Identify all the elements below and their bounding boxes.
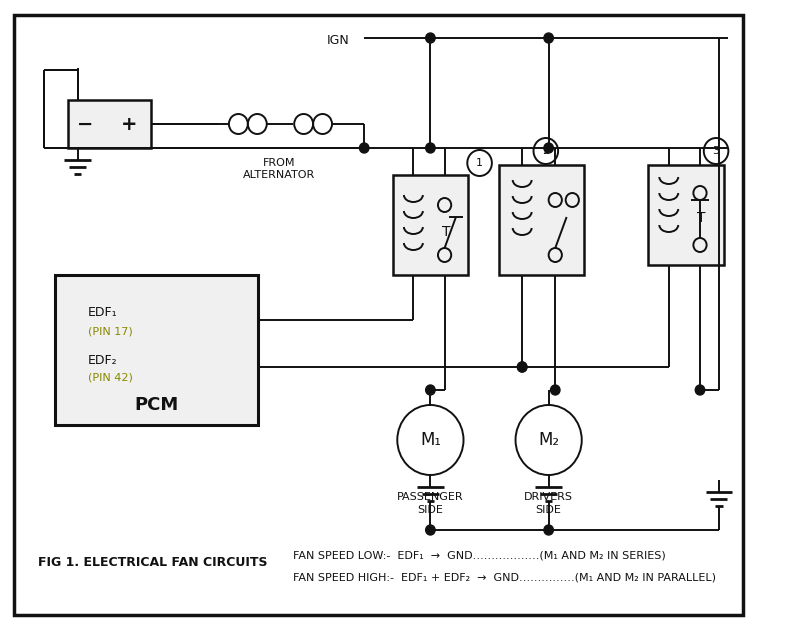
Text: DRIVERS: DRIVERS xyxy=(524,492,573,502)
Bar xyxy=(68,100,151,148)
Text: FIG 1. ELECTRICAL FAN CIRCUITS: FIG 1. ELECTRICAL FAN CIRCUITS xyxy=(38,555,267,569)
Text: FROM
ALTERNATOR: FROM ALTERNATOR xyxy=(243,158,315,180)
Text: 2: 2 xyxy=(542,146,550,156)
Circle shape xyxy=(518,362,527,372)
Text: (PIN 42): (PIN 42) xyxy=(88,373,133,383)
Text: EDF₁: EDF₁ xyxy=(88,307,118,319)
Text: FAN SPEED HIGH:-  EDF₁ + EDF₂  →  GND……………(M₁ AND M₂ IN PARALLEL): FAN SPEED HIGH:- EDF₁ + EDF₂ → GND……………(… xyxy=(294,573,716,583)
Circle shape xyxy=(550,385,560,395)
Text: 3: 3 xyxy=(713,146,719,156)
Text: M₁: M₁ xyxy=(420,431,441,449)
Circle shape xyxy=(426,385,435,395)
Text: T: T xyxy=(442,225,450,239)
Text: EDF₂: EDF₂ xyxy=(88,353,118,367)
Bar xyxy=(55,275,258,425)
Text: 1: 1 xyxy=(476,158,483,168)
Circle shape xyxy=(426,33,435,43)
Bar xyxy=(498,165,584,275)
Text: T: T xyxy=(697,211,705,225)
Circle shape xyxy=(695,385,705,395)
Circle shape xyxy=(426,525,435,535)
Circle shape xyxy=(544,525,554,535)
Bar xyxy=(393,175,468,275)
Circle shape xyxy=(518,362,527,372)
Text: −: − xyxy=(77,114,94,134)
Circle shape xyxy=(426,143,435,153)
Text: PCM: PCM xyxy=(134,396,178,414)
Text: +: + xyxy=(122,114,138,134)
Text: SIDE: SIDE xyxy=(536,505,562,515)
Text: (PIN 17): (PIN 17) xyxy=(88,326,133,336)
Text: M₂: M₂ xyxy=(538,431,559,449)
Text: PASSENGER: PASSENGER xyxy=(397,492,464,502)
Circle shape xyxy=(544,143,554,153)
Circle shape xyxy=(544,33,554,43)
Text: FAN SPEED LOW:-  EDF₁  →  GND………………(M₁ AND M₂ IN SERIES): FAN SPEED LOW:- EDF₁ → GND………………(M₁ AND … xyxy=(294,550,666,560)
Text: IGN: IGN xyxy=(326,33,349,47)
Circle shape xyxy=(359,143,369,153)
Text: SIDE: SIDE xyxy=(418,505,443,515)
Bar xyxy=(648,165,724,265)
